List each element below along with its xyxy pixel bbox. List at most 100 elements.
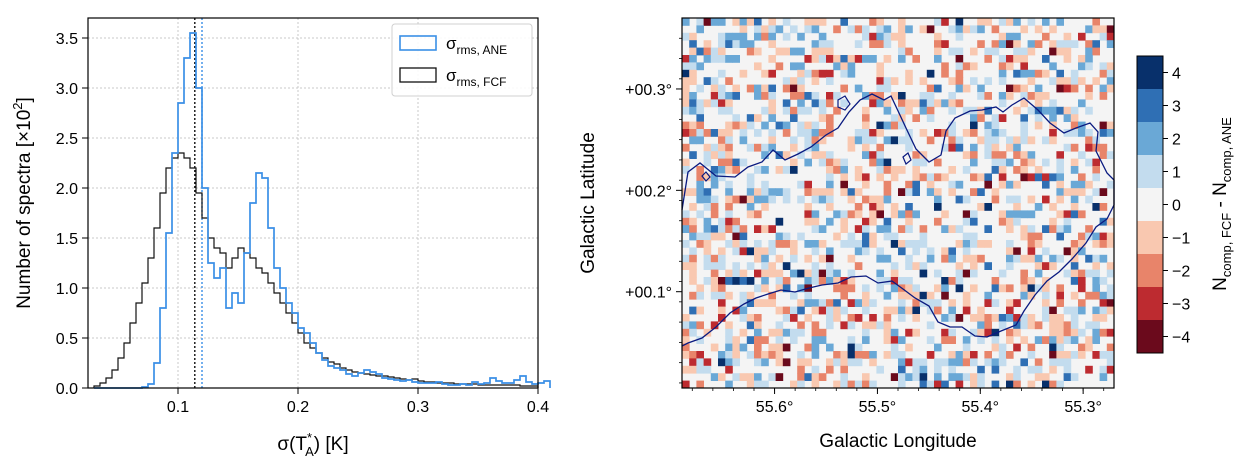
heatmap-cell — [898, 365, 906, 374]
heatmap-cell — [934, 188, 942, 196]
legend-box — [391, 23, 533, 97]
heatmap-cell — [876, 151, 884, 159]
heatmap-cell — [970, 262, 978, 270]
heatmap-cell — [1063, 114, 1072, 122]
heatmap-cell — [970, 269, 978, 278]
heatmap-cell — [689, 188, 697, 196]
heatmap-cell — [790, 92, 798, 100]
heatmap-cell — [869, 240, 877, 248]
heatmap-cell — [1063, 55, 1072, 63]
heatmap-cell — [898, 306, 906, 315]
heatmap-cell — [1106, 328, 1115, 337]
colorbar-segment--2 — [1137, 254, 1163, 288]
heatmap-cell — [869, 351, 877, 359]
heatmap-cell — [804, 129, 812, 137]
heatmap-cell — [790, 336, 798, 344]
heatmap-cell — [941, 62, 949, 71]
heatmap-cell — [1078, 77, 1086, 85]
heatmap-cell — [1042, 291, 1050, 300]
heatmap-cell — [991, 136, 1000, 145]
heatmap-cell — [1106, 232, 1115, 241]
heatmap-cell — [1056, 314, 1064, 322]
heatmap-cell — [1027, 284, 1036, 293]
heatmap-cell — [1056, 47, 1064, 56]
heatmap-cell — [1013, 299, 1021, 307]
heatmap-cell — [934, 380, 942, 389]
heatmap-cell — [689, 62, 697, 71]
heatmap-cell — [818, 225, 827, 233]
heatmap-cell — [1070, 84, 1079, 93]
heatmap-cell — [833, 380, 841, 389]
heatmap-cell — [1049, 40, 1057, 48]
heatmap-cell — [905, 25, 913, 34]
heatmap-cell — [689, 365, 697, 374]
heatmap-cell — [912, 151, 920, 159]
heatmap-cell — [862, 55, 870, 63]
heatmap-cell — [1034, 284, 1043, 293]
heatmap-cell — [919, 373, 928, 381]
heatmap-cell — [1027, 136, 1036, 145]
heatmap-cell — [775, 328, 784, 337]
heatmap-cell — [689, 203, 697, 211]
heatmap-cell — [725, 269, 733, 278]
heatmap-cell — [905, 306, 913, 315]
heatmap-cell — [1106, 240, 1115, 248]
heatmap-cell — [984, 136, 992, 145]
heatmap-cell — [1085, 62, 1093, 71]
heatmap-cell — [970, 143, 978, 152]
heatmap-cell — [854, 129, 863, 137]
heatmap-cell — [682, 62, 690, 71]
heatmap-cell — [768, 291, 776, 300]
heatmap-cell — [782, 195, 791, 204]
heatmap-cell — [934, 99, 942, 108]
heat-x-tick-label-1: 55.5° — [859, 399, 897, 416]
heatmap-cell — [854, 314, 863, 322]
heatmap-cell — [948, 180, 956, 189]
heatmap-cell — [962, 106, 971, 115]
heatmap-cell — [1013, 106, 1021, 115]
heatmap-cell — [977, 328, 985, 337]
heatmap-cell — [682, 328, 690, 337]
heatmap-cell — [912, 158, 920, 167]
heatmap-cell — [1070, 121, 1079, 130]
heatmap-cell — [1078, 299, 1086, 307]
heatmap-cell — [926, 25, 935, 34]
heatmap-cell — [797, 380, 805, 389]
heatmap-cell — [775, 240, 784, 248]
legend-label-ane-main: σ — [446, 34, 457, 53]
heatmap-cell — [710, 99, 719, 108]
heatmap-cell — [826, 299, 834, 307]
heatmap-cell — [890, 240, 899, 248]
heatmap-cell — [847, 284, 856, 293]
heatmap-cell — [1034, 240, 1043, 248]
heatmap-cell — [1056, 358, 1064, 367]
heatmap-cell — [919, 106, 928, 115]
heatmap-cell — [998, 343, 1007, 352]
heatmap-cell — [682, 343, 690, 352]
heatmap-cell — [782, 262, 791, 270]
heat-x-tick-label-2: 55.4° — [962, 399, 1000, 416]
heatmap-cell — [926, 136, 935, 145]
heatmap-cell — [926, 247, 935, 256]
heatmap-cell — [1049, 129, 1057, 137]
heatmap-cell — [991, 365, 1000, 374]
heatmap-cell — [682, 365, 690, 374]
histogram-y-label: Number of spectra [×102] — [10, 97, 35, 309]
heatmap-cells — [682, 18, 1115, 389]
heatmap-cell — [797, 299, 805, 307]
heatmap-cell — [890, 210, 899, 219]
heatmap-cell — [797, 284, 805, 293]
heatmap-cell — [962, 195, 971, 204]
heatmap-cell — [682, 262, 690, 270]
heatmap-cell — [718, 69, 726, 78]
heatmap-cell — [869, 195, 877, 204]
heatmap-cell — [703, 129, 712, 137]
heatmap-cell — [955, 18, 964, 26]
legend-label-fcf-sub: rms, FCF — [457, 75, 507, 89]
heatmap-cell — [1020, 173, 1028, 182]
heatmap-cell — [1085, 232, 1093, 241]
heatmap-cell — [696, 166, 704, 174]
heatmap-cell — [1020, 284, 1028, 293]
heatmap-cell — [890, 173, 899, 182]
heatmap-cell — [984, 151, 992, 159]
